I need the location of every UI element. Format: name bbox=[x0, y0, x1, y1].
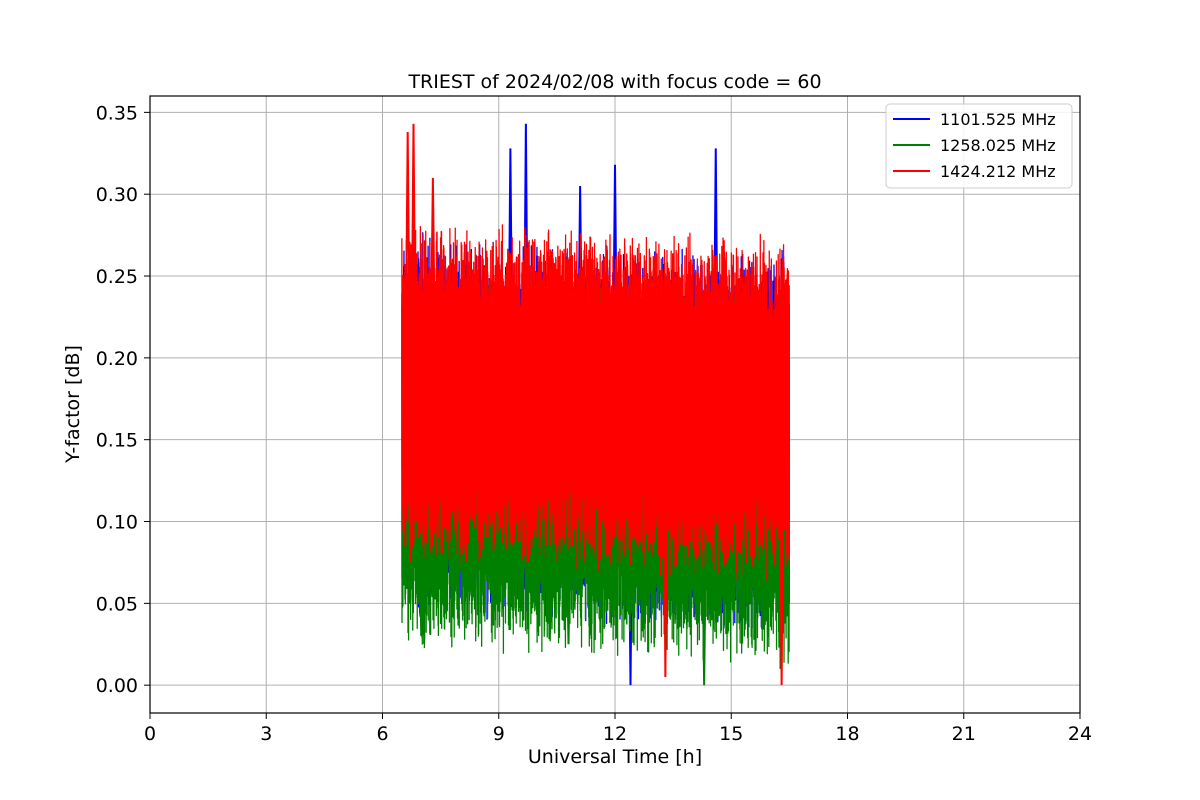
y-tick-label: 0.35 bbox=[96, 102, 138, 124]
x-tick-label: 6 bbox=[376, 723, 388, 745]
y-tick-label: 0.15 bbox=[96, 430, 138, 452]
series-peak bbox=[405, 132, 411, 309]
legend: 1101.525 MHz 1258.025 MHz 1424.212 MHz bbox=[885, 103, 1073, 189]
series-line bbox=[401, 223, 791, 581]
y-axis: 0.00 0.05 0.10 0.15 0.20 0.25 0.30 0.35 bbox=[96, 102, 150, 697]
x-axis: 0 3 6 9 12 15 18 21 24 bbox=[144, 713, 1092, 745]
x-tick-label: 15 bbox=[719, 723, 743, 745]
y-tick-label: 0.25 bbox=[96, 266, 138, 288]
x-axis-label: Universal Time [h] bbox=[528, 746, 702, 768]
x-tick-label: 21 bbox=[952, 723, 976, 745]
y-tick-label: 0.30 bbox=[96, 184, 138, 206]
x-tick-label: 12 bbox=[603, 723, 627, 745]
x-tick-label: 9 bbox=[493, 723, 505, 745]
series-peak bbox=[418, 554, 424, 637]
series-peak bbox=[410, 123, 417, 309]
legend-label-1101: 1101.525 MHz bbox=[940, 110, 1056, 129]
series-peak bbox=[662, 472, 668, 677]
y-tick-label: 0.05 bbox=[96, 593, 138, 615]
legend-box bbox=[885, 103, 1073, 189]
x-tick-label: 24 bbox=[1068, 723, 1092, 745]
y-tick-label: 0.20 bbox=[96, 348, 138, 370]
series-peak bbox=[701, 554, 707, 686]
x-tick-label: 3 bbox=[260, 723, 272, 745]
series-layer bbox=[401, 123, 791, 686]
y-tick-label: 0.00 bbox=[96, 675, 138, 697]
legend-label-1258: 1258.025 MHz bbox=[940, 136, 1056, 155]
series-peak bbox=[430, 177, 436, 309]
y-axis-label: Y-factor [dB] bbox=[62, 345, 84, 464]
x-tick-label: 0 bbox=[144, 723, 156, 745]
series-peak bbox=[779, 472, 785, 686]
series-peak bbox=[565, 554, 572, 645]
chart-title: TRIEST of 2024/02/08 with focus code = 6… bbox=[407, 71, 821, 93]
x-tick-label: 18 bbox=[835, 723, 859, 745]
y-tick-label: 0.10 bbox=[96, 512, 138, 534]
legend-label-1424: 1424.212 MHz bbox=[940, 162, 1056, 181]
